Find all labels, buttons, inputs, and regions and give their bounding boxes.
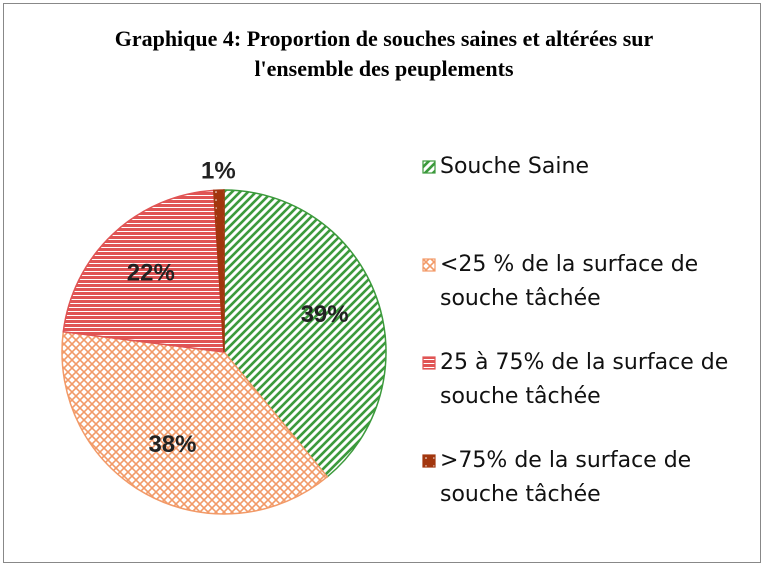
data-label: 22% bbox=[127, 259, 175, 286]
legend-label: >75% de la surface de souche tâchée bbox=[440, 448, 692, 507]
pie-slice bbox=[62, 189, 225, 353]
chart: Graphique 4: Proportion de souches saine… bbox=[3, 3, 761, 563]
legend-label: <25 % de la surface de souche tâchée bbox=[440, 252, 699, 311]
legend: Souche Saine <25 % de la surface de souch… bbox=[422, 150, 762, 542]
pie-slice bbox=[61, 330, 329, 515]
data-label: 39% bbox=[301, 301, 349, 328]
pie-slice bbox=[213, 189, 225, 353]
legend-item: <25 % de la surface de souche tâchée bbox=[422, 248, 762, 346]
legend-label: 25 à 75% de la surface de souche tâchée bbox=[440, 350, 729, 409]
legend-swatch bbox=[422, 454, 436, 468]
legend-label: Souche Saine bbox=[440, 154, 589, 179]
legend-item: Souche Saine bbox=[422, 150, 762, 248]
chart-title: Graphique 4: Proportion de souches saine… bbox=[114, 26, 654, 81]
legend-item: >75% de la surface de souche tâchée bbox=[422, 444, 762, 542]
legend-swatch bbox=[422, 356, 436, 370]
legend-swatch bbox=[422, 160, 436, 174]
legend-swatch bbox=[422, 258, 436, 272]
pie-area: 39% 38% 22% 1% bbox=[61, 157, 387, 515]
legend-item: 25 à 75% de la surface de souche tâchée bbox=[422, 346, 762, 444]
data-label: 38% bbox=[148, 431, 196, 458]
data-label: 1% bbox=[201, 157, 236, 184]
pie-slice bbox=[223, 189, 387, 478]
